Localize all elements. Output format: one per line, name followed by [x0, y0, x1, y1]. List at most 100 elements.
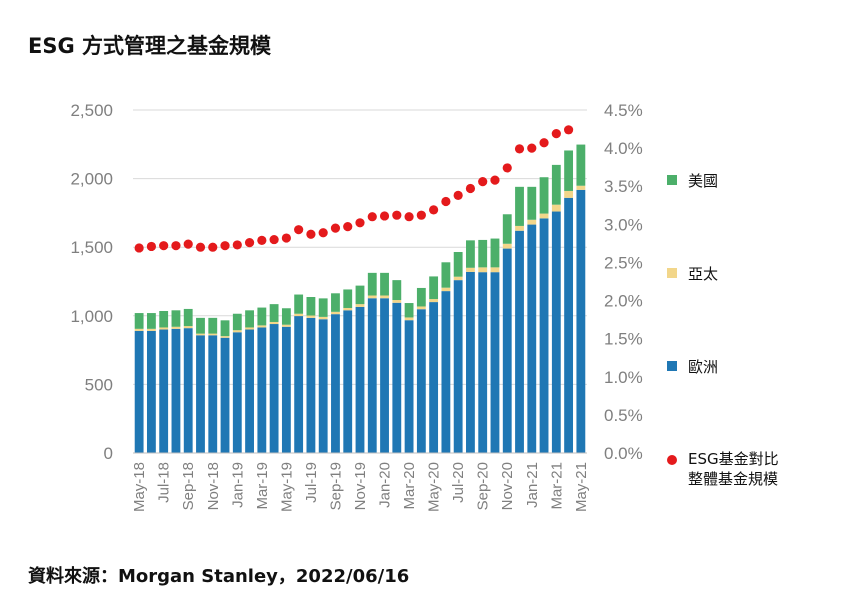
bar-segment-美國	[441, 262, 451, 288]
right-axis-ticks: 0.0% 0.5% 1.0% 1.5% 2.0% 2.5% 3.0% 3.5% 4.0% 4.5%	[604, 101, 643, 463]
bar-segment-美國	[453, 252, 463, 277]
x-tick-label: Jul-18	[156, 462, 173, 503]
y-left-tick-label: 500	[85, 375, 113, 394]
y-right-tick-label: 2.5%	[604, 253, 643, 272]
bar-segment-亞太	[355, 304, 365, 307]
bar-segment-亞太	[171, 326, 181, 329]
x-tick-label: Sep-19	[327, 462, 344, 510]
y-right-tick-label: 1.0%	[604, 368, 643, 387]
bar-segment-亞太	[392, 300, 402, 303]
bar-segment-美國	[355, 285, 365, 305]
legend-swatch-apac	[667, 268, 677, 278]
bar-segment-美國	[515, 186, 524, 226]
bar-segment-亞太	[183, 326, 193, 329]
ratio-point	[502, 163, 512, 173]
stacked-bars	[134, 144, 586, 453]
bar-segment-歐洲	[453, 280, 463, 453]
bar-segment-美國	[551, 164, 561, 205]
bar-segment-美國	[232, 313, 242, 331]
ratio-point	[404, 212, 414, 222]
bar-segment-亞太	[466, 267, 475, 272]
bar-segment-歐洲	[196, 335, 205, 453]
legend: 美國 亞太 歐洲 ESG基金對比 整體基金規模	[667, 172, 779, 488]
ratio-point	[195, 242, 206, 252]
bar-segment-歐洲	[306, 317, 316, 453]
y-left-tick-label: 1,500	[70, 238, 113, 257]
bar-segment-歐洲	[159, 329, 169, 453]
bar-segment-美國	[306, 297, 316, 316]
bar-segment-亞太	[404, 317, 414, 321]
bar-segment-亞太	[281, 324, 291, 327]
ratio-point	[220, 241, 230, 251]
bar-segment-歐洲	[502, 248, 512, 453]
bar-segment-美國	[416, 287, 426, 307]
ratio-point	[416, 210, 426, 220]
bar-segment-亞太	[515, 225, 524, 231]
x-tick-label: Nov-18	[205, 462, 222, 510]
bar-segment-歐洲	[441, 291, 451, 453]
bar-segment-歐洲	[355, 306, 365, 453]
bar-segment-歐洲	[134, 330, 144, 453]
bar-segment-歐洲	[318, 319, 328, 453]
ratio-point	[330, 223, 341, 233]
x-tick-label: Jan-20	[377, 462, 394, 508]
y-right-tick-label: 3.5%	[604, 177, 643, 196]
bar-segment-歐洲	[466, 271, 475, 453]
ratio-point	[379, 211, 390, 221]
bar-segment-美國	[576, 144, 586, 186]
bar-segment-歐洲	[245, 329, 254, 453]
bar-segment-歐洲	[257, 327, 267, 453]
y-left-tick-label: 2,500	[70, 101, 113, 120]
source-note: 資料來源：Morgan Stanley，2022/06/16	[28, 566, 410, 587]
bar-segment-美國	[220, 320, 230, 337]
ratio-point	[367, 212, 377, 222]
legend-label-ratio-line2: 整體基金規模	[688, 470, 778, 488]
ratio-point	[551, 129, 561, 139]
bar-segment-亞太	[294, 313, 304, 317]
ratio-points	[134, 125, 574, 253]
legend-swatch-us	[667, 175, 677, 185]
x-tick-label: May-20	[426, 462, 443, 512]
bar-segment-美國	[171, 310, 181, 327]
y-right-tick-label: 3.0%	[604, 215, 643, 234]
bar-segment-美國	[564, 150, 574, 191]
bar-segment-歐洲	[576, 189, 586, 453]
bar-segment-亞太	[564, 190, 574, 198]
bar-segment-美國	[404, 303, 414, 318]
bar-segment-美國	[208, 317, 218, 334]
bar-segment-亞太	[380, 295, 389, 299]
x-tick-label: Sep-20	[475, 462, 492, 510]
ratio-point	[343, 222, 353, 232]
bar-segment-美國	[146, 313, 156, 329]
ratio-point	[146, 241, 157, 252]
ratio-point	[392, 210, 402, 220]
bar-segment-歐洲	[392, 302, 402, 453]
bar-segment-歐洲	[294, 316, 304, 453]
bar-segment-亞太	[416, 306, 426, 310]
ratio-point	[441, 196, 451, 207]
bar-segment-美國	[183, 308, 193, 327]
ratio-point	[269, 234, 279, 245]
bar-segment-亞太	[306, 315, 316, 318]
bar-segment-亞太	[527, 219, 537, 225]
bar-segment-美國	[134, 313, 144, 329]
bar-segment-歐洲	[208, 335, 218, 453]
ratio-point	[527, 143, 537, 153]
ratio-point	[232, 240, 242, 250]
x-tick-label: Mar-21	[548, 462, 565, 510]
x-tick-label: Sep-18	[180, 462, 197, 510]
bar-segment-歐洲	[220, 337, 230, 453]
bar-segment-歐洲	[281, 326, 291, 453]
y-left-tick-label: 0	[104, 444, 113, 463]
x-tick-label: Jul-20	[450, 462, 467, 503]
bar-segment-亞太	[576, 185, 586, 190]
y-right-tick-label: 0.5%	[604, 406, 643, 425]
bar-segment-歐洲	[527, 224, 537, 453]
bar-segment-歐洲	[551, 211, 561, 453]
bar-segment-美國	[331, 293, 340, 312]
legend-label-ratio-line1: ESG基金對比	[688, 450, 779, 468]
x-tick-label: Jan-19	[229, 462, 246, 508]
bar-segment-亞太	[367, 295, 377, 299]
bar-segment-亞太	[551, 204, 561, 212]
bar-segment-美國	[159, 310, 169, 328]
